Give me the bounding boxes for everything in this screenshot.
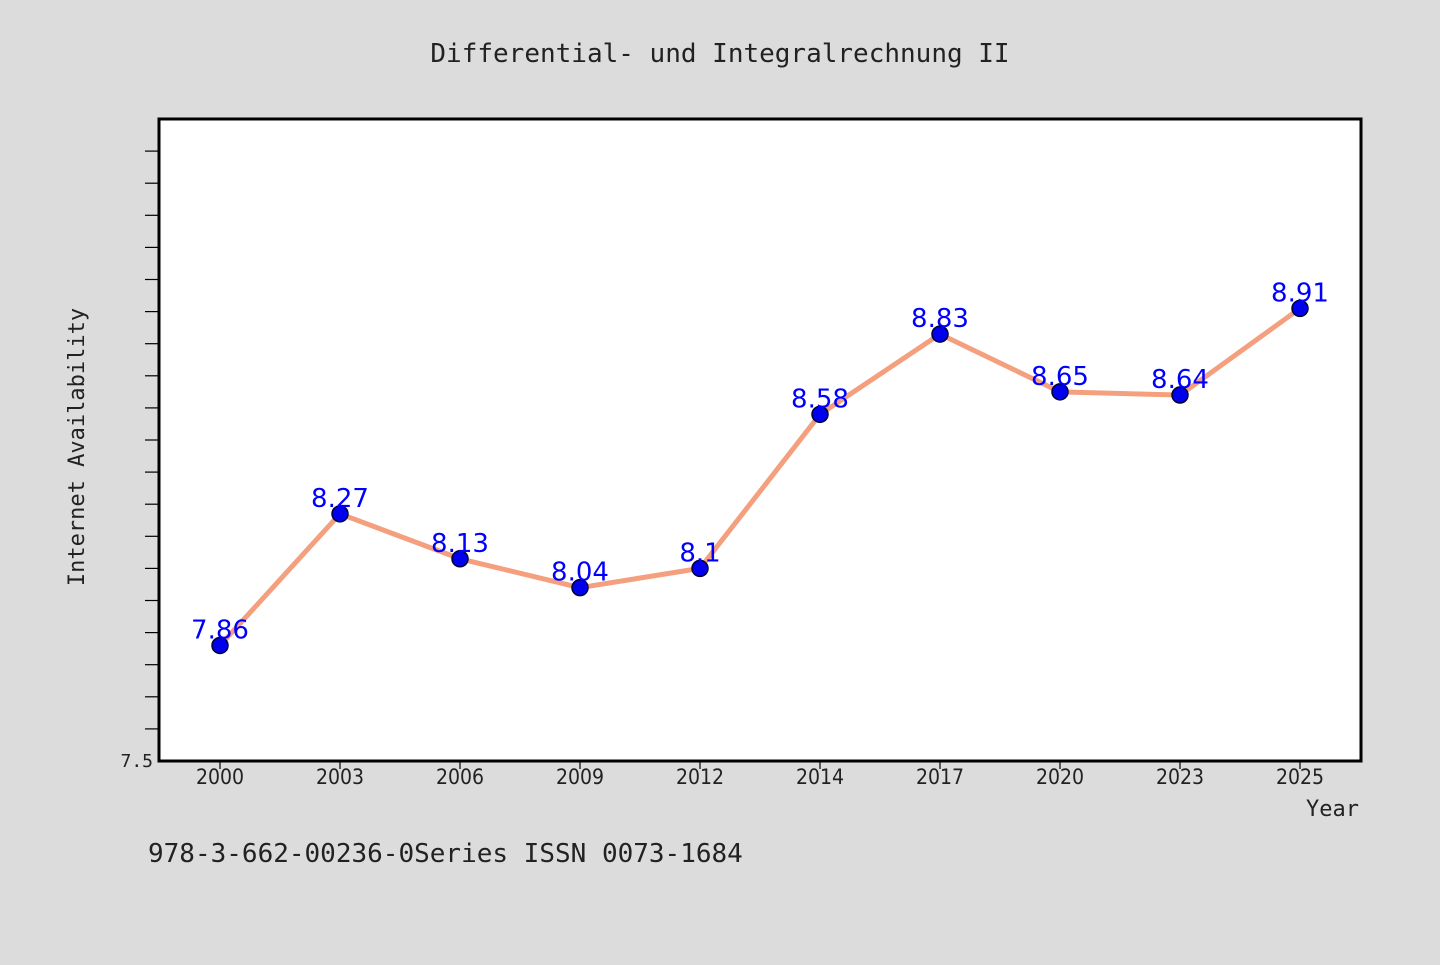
x-tick-label: 2003 bbox=[316, 765, 364, 789]
data-point-marker bbox=[451, 550, 469, 568]
y-axis-label: Internet Availability bbox=[65, 308, 90, 586]
plot-area bbox=[157, 117, 1363, 763]
data-point-marker bbox=[691, 559, 709, 578]
data-label: 8.91 bbox=[1271, 278, 1329, 308]
x-tick-label: 2025 bbox=[1276, 765, 1324, 789]
data-label: 8.13 bbox=[431, 529, 489, 559]
y-axis-ticks: 7.5 bbox=[120, 150, 159, 772]
series-layer: 7.86 8.27 8.13 8.04 8.1 8.58 8.83 8.65 8.64 8.91 bbox=[191, 278, 1329, 655]
x-tick-label: 2014 bbox=[796, 765, 844, 789]
data-point-marker bbox=[211, 636, 229, 655]
data-point-marker bbox=[571, 578, 589, 597]
x-tick-label: 2009 bbox=[556, 765, 604, 789]
data-label: 8.83 bbox=[911, 304, 969, 334]
data-point-marker bbox=[1291, 299, 1309, 318]
data-label: 8.65 bbox=[1031, 362, 1089, 392]
chart-title: Differential- und Integralrechnung II bbox=[430, 39, 1009, 69]
data-point-marker bbox=[811, 405, 829, 424]
x-axis-label: Year bbox=[1306, 797, 1359, 822]
data-label: 8.27 bbox=[311, 484, 369, 514]
x-tick-label: 2006 bbox=[436, 765, 484, 789]
y-tick-label: 7.5 bbox=[120, 751, 153, 772]
x-tick-label: 2012 bbox=[676, 765, 724, 789]
footer-isbn-text: 978-3-662-00236-0Series ISSN 0073-1684 bbox=[148, 839, 743, 869]
data-label: 8.64 bbox=[1151, 365, 1209, 395]
x-axis-ticks: 2000 2003 2006 2009 2012 2014 2017 2020 2023 2025 bbox=[196, 761, 1324, 789]
data-point-marker bbox=[331, 505, 349, 523]
data-point-marker bbox=[1171, 386, 1189, 404]
x-tick-label: 2020 bbox=[1036, 765, 1084, 789]
x-tick-label: 2000 bbox=[196, 765, 244, 789]
data-label: 8.04 bbox=[551, 558, 609, 588]
data-label: 8.1 bbox=[679, 538, 720, 568]
data-label: 7.86 bbox=[191, 615, 249, 645]
data-point-marker bbox=[931, 325, 949, 343]
data-point-marker bbox=[1051, 383, 1069, 401]
x-tick-label: 2017 bbox=[916, 765, 964, 789]
series-line bbox=[217, 305, 1303, 648]
x-tick-label: 2023 bbox=[1156, 765, 1204, 789]
data-label: 8.58 bbox=[791, 384, 849, 414]
